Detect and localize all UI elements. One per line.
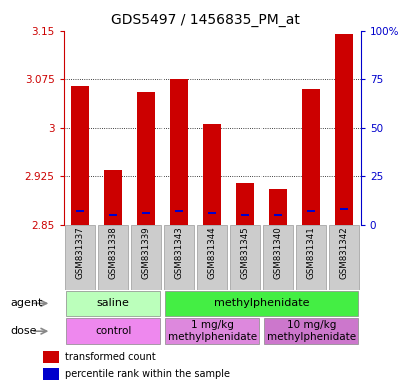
Text: methylphenidate: methylphenidate	[213, 298, 309, 308]
Bar	[65, 225, 95, 290]
Bar	[137, 92, 155, 225]
Bar	[306, 210, 315, 212]
Text: GSM831339: GSM831339	[141, 227, 150, 279]
Text: 1 mg/kg
methylphenidate: 1 mg/kg methylphenidate	[167, 320, 256, 342]
Bar	[164, 225, 193, 290]
Bar	[98, 225, 128, 290]
Bar	[43, 351, 59, 363]
Bar	[296, 225, 325, 290]
Text: GDS5497 / 1456835_PM_at: GDS5497 / 1456835_PM_at	[110, 13, 299, 27]
Bar	[263, 318, 357, 344]
Bar	[66, 291, 160, 316]
Text: 10 mg/kg
methylphenidate: 10 mg/kg methylphenidate	[266, 320, 355, 342]
Bar	[76, 210, 84, 212]
Text: GSM831343: GSM831343	[174, 227, 183, 279]
Text: GSM831340: GSM831340	[273, 227, 282, 279]
Bar	[142, 212, 150, 214]
Text: percentile rank within the sample: percentile rank within the sample	[65, 369, 230, 379]
Text: GSM831337: GSM831337	[75, 227, 84, 279]
Bar	[339, 208, 348, 210]
Bar	[236, 183, 254, 225]
Bar	[274, 214, 282, 216]
Text: GSM831338: GSM831338	[108, 227, 117, 279]
Bar	[197, 225, 227, 290]
Bar	[164, 291, 357, 316]
Bar	[175, 210, 183, 212]
Text: transformed count: transformed count	[65, 352, 156, 362]
Bar	[164, 318, 259, 344]
Text: GSM831345: GSM831345	[240, 227, 249, 279]
Text: dose: dose	[10, 326, 37, 336]
Bar	[263, 225, 292, 290]
Bar	[301, 89, 319, 225]
Bar	[335, 34, 353, 225]
Bar	[104, 170, 122, 225]
Bar	[230, 225, 259, 290]
Text: agent: agent	[10, 298, 43, 308]
Bar	[328, 225, 358, 290]
Text: GSM831342: GSM831342	[339, 227, 348, 279]
Bar	[71, 86, 89, 225]
Text: control: control	[94, 326, 131, 336]
Bar	[109, 214, 117, 216]
Bar	[66, 318, 160, 344]
Bar	[43, 368, 59, 380]
Text: GSM831341: GSM831341	[306, 227, 315, 279]
Bar	[131, 225, 161, 290]
Bar	[202, 124, 221, 225]
Bar	[208, 212, 216, 214]
Text: GSM831344: GSM831344	[207, 227, 216, 279]
Bar	[240, 214, 249, 216]
Text: saline: saline	[97, 298, 129, 308]
Bar	[268, 189, 287, 225]
Bar	[170, 79, 188, 225]
